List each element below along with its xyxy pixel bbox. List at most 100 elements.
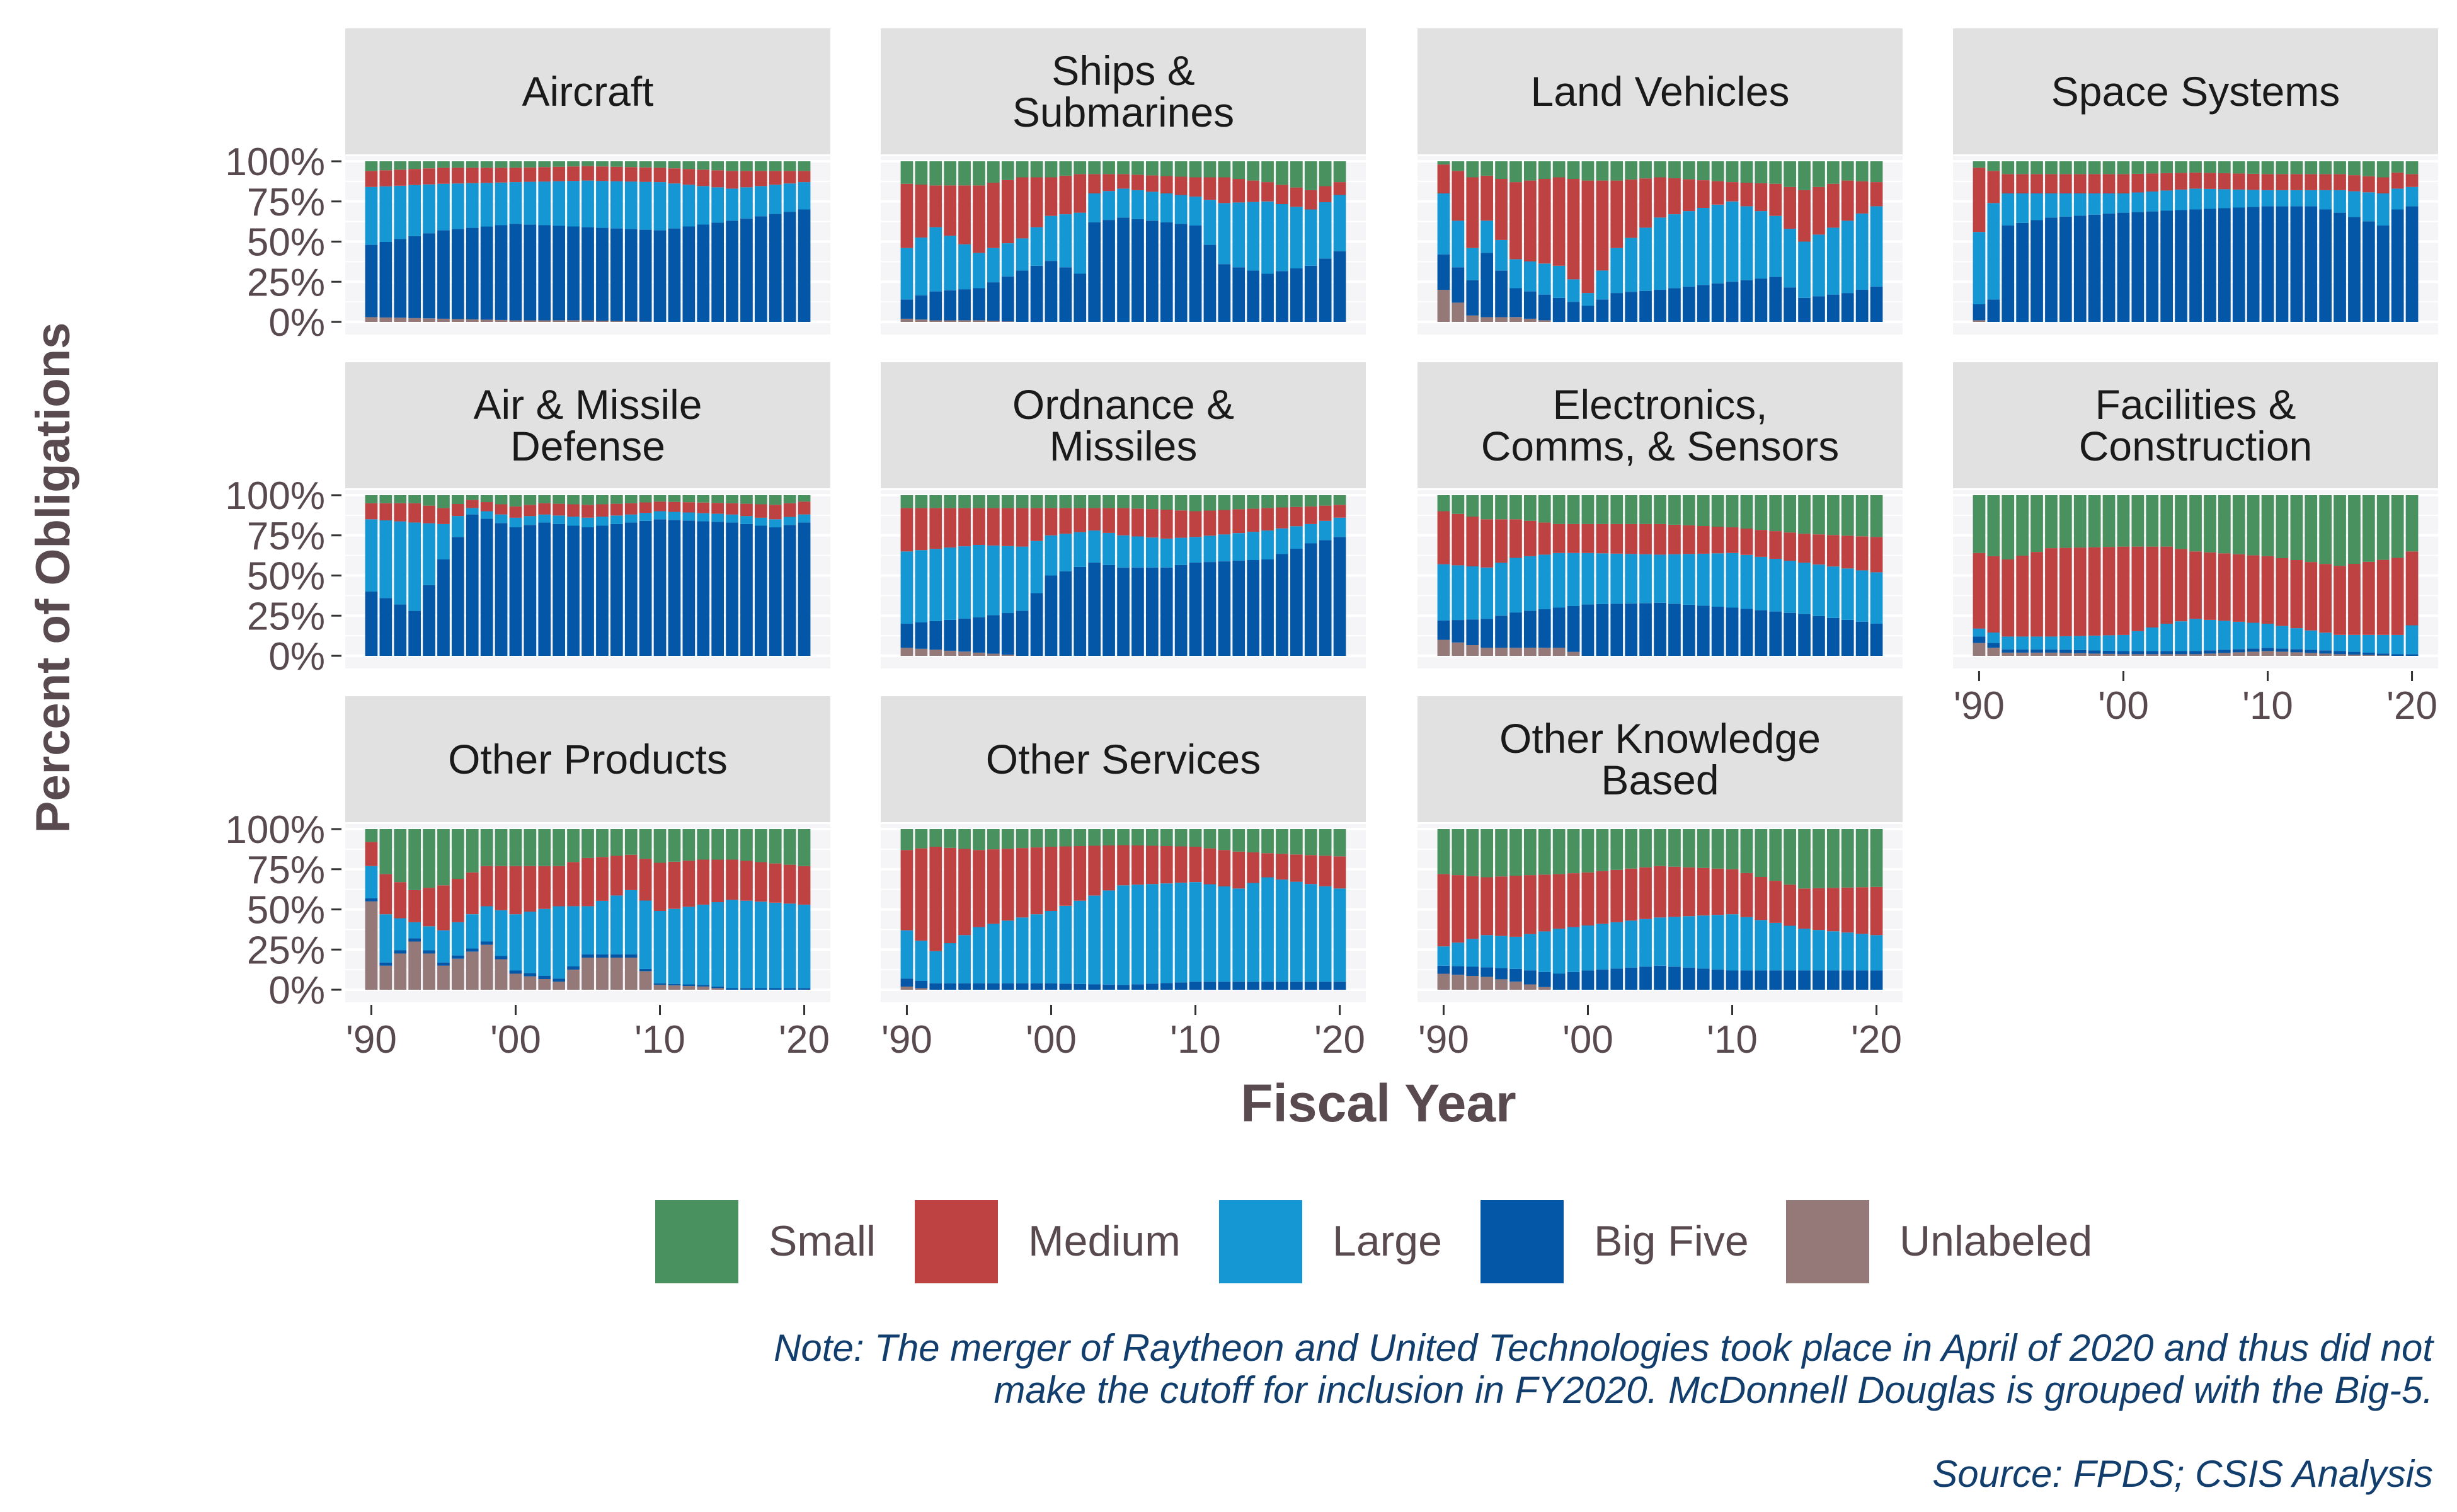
bar-segment-big-five	[365, 592, 378, 656]
bar-segment-big-five	[437, 230, 450, 319]
bar-segment-unlabeled	[1480, 317, 1493, 322]
bar-segment-large	[2290, 628, 2303, 650]
bar-segment-medium	[2002, 174, 2015, 193]
bar-segment-medium	[769, 505, 782, 520]
bar-segment-unlabeled	[2131, 654, 2145, 656]
bar-segment-medium	[1232, 179, 1246, 203]
x-tick-label: '00	[1026, 1018, 1077, 1062]
bar-segment-large	[2247, 622, 2260, 649]
bar-segment-large	[437, 930, 450, 963]
bar-segment-small	[2348, 495, 2361, 564]
bar-segment-small	[1059, 829, 1072, 847]
bar-segment-medium	[1987, 556, 2000, 633]
bar-segment-medium	[553, 166, 565, 181]
bar-segment-large	[1189, 537, 1202, 563]
bar-segment-unlabeled	[2059, 653, 2072, 656]
bar-segment-medium	[783, 503, 796, 517]
bar-segment-medium	[408, 503, 421, 523]
bar-segment-medium	[2290, 174, 2303, 190]
bar-segment-medium	[1045, 847, 1058, 911]
bar-segment-medium	[944, 185, 956, 236]
bar-segment-large	[1218, 886, 1231, 982]
bar-segment-big-five	[2073, 650, 2087, 653]
bar-segment-large	[987, 248, 1000, 283]
bar-segment-small	[480, 495, 493, 502]
bar-segment-large	[2002, 193, 2015, 226]
bar-segment-medium	[697, 502, 710, 513]
bar-segment-small	[668, 495, 681, 502]
bar-segment-medium	[1509, 182, 1522, 260]
bar-segment-big-five	[697, 985, 710, 987]
bar-segment-large	[437, 524, 450, 559]
bar-segment-large	[1290, 881, 1303, 982]
bar-segment-large	[639, 513, 652, 521]
bar-segment-medium	[2131, 546, 2145, 631]
bar-segment-large	[958, 546, 971, 619]
bar-segment-unlabeled	[1437, 290, 1450, 322]
bar-segment-small	[769, 495, 782, 505]
bar-segment-unlabeled	[1495, 648, 1508, 656]
bar-segment-small	[755, 495, 767, 505]
bar-segment-medium	[2204, 173, 2216, 189]
bar-segment-large	[538, 908, 551, 976]
bar-segment-medium	[1639, 178, 1652, 228]
bar-segment-medium	[987, 849, 1000, 924]
bar-segment-small	[2362, 495, 2375, 562]
bar-segment-small	[1552, 829, 1566, 874]
bar-segment-big-five	[1319, 258, 1332, 322]
bar-segment-medium	[1596, 180, 1609, 271]
bar-segment-medium	[509, 866, 522, 915]
bar-segment-big-five	[1437, 254, 1450, 290]
bar-segment-small	[682, 495, 696, 503]
bar-segment-large	[1232, 533, 1246, 561]
bar-segment-small	[2204, 495, 2216, 553]
bar-segment-medium	[1131, 845, 1144, 885]
bar-segment-medium	[755, 862, 767, 902]
bar-segment-big-five	[1203, 562, 1217, 656]
bar-segment-small	[682, 161, 696, 169]
bar-segment-medium	[1827, 535, 1840, 567]
bar-segment-unlabeled	[581, 320, 594, 322]
bar-segment-large	[1276, 879, 1288, 982]
bar-segment-large	[1567, 553, 1580, 606]
bar-segment-small	[1016, 495, 1029, 508]
bar-segment-large	[726, 900, 738, 988]
bar-segment-small	[1567, 495, 1580, 524]
bar-segment-big-five	[973, 617, 985, 653]
bar-segment-small	[1610, 161, 1624, 181]
bar-segment-medium	[2160, 173, 2173, 191]
bar-segment-big-five	[973, 288, 985, 321]
bar-segment-medium	[1247, 852, 1259, 883]
bar-segment-medium	[2189, 551, 2202, 619]
bar-segment-big-five	[1596, 604, 1609, 656]
bar-segment-medium	[2319, 564, 2332, 633]
bar-segment-big-five	[1870, 970, 1883, 990]
bar-segment-medium	[1524, 875, 1537, 934]
bar-segment-big-five	[1203, 982, 1217, 990]
bar-segment-big-five	[2319, 209, 2332, 322]
bar-segment-large	[466, 183, 479, 228]
bar-segment-medium	[452, 879, 464, 922]
bar-segment-large	[1740, 206, 1753, 280]
bar-segment-small	[740, 495, 753, 504]
bar-segment-big-five	[394, 604, 407, 656]
bar-segment-big-five	[1437, 965, 1450, 974]
bar-segment-large	[1016, 238, 1029, 271]
bar-segment-medium	[1276, 185, 1288, 204]
bar-segment-small	[596, 495, 609, 505]
bar-segment-medium	[798, 171, 811, 183]
bar-segment-medium	[1509, 519, 1522, 558]
bar-segment-large	[2218, 621, 2231, 650]
bar-segment-big-five	[1437, 620, 1450, 640]
bar-segment-small	[423, 829, 435, 888]
bar-segment-medium	[2131, 173, 2145, 193]
bar-segment-small	[929, 829, 942, 847]
bar-segment-big-five	[783, 988, 796, 990]
bar-segment-large	[1524, 556, 1537, 611]
bar-segment-unlabeled	[452, 319, 464, 322]
bar-segment-small	[1304, 161, 1317, 190]
bar-segment-medium	[596, 166, 609, 181]
bar-segment-big-five	[1524, 291, 1537, 319]
bar-segment-big-five	[408, 938, 421, 942]
bar-segment-small	[1001, 829, 1014, 849]
